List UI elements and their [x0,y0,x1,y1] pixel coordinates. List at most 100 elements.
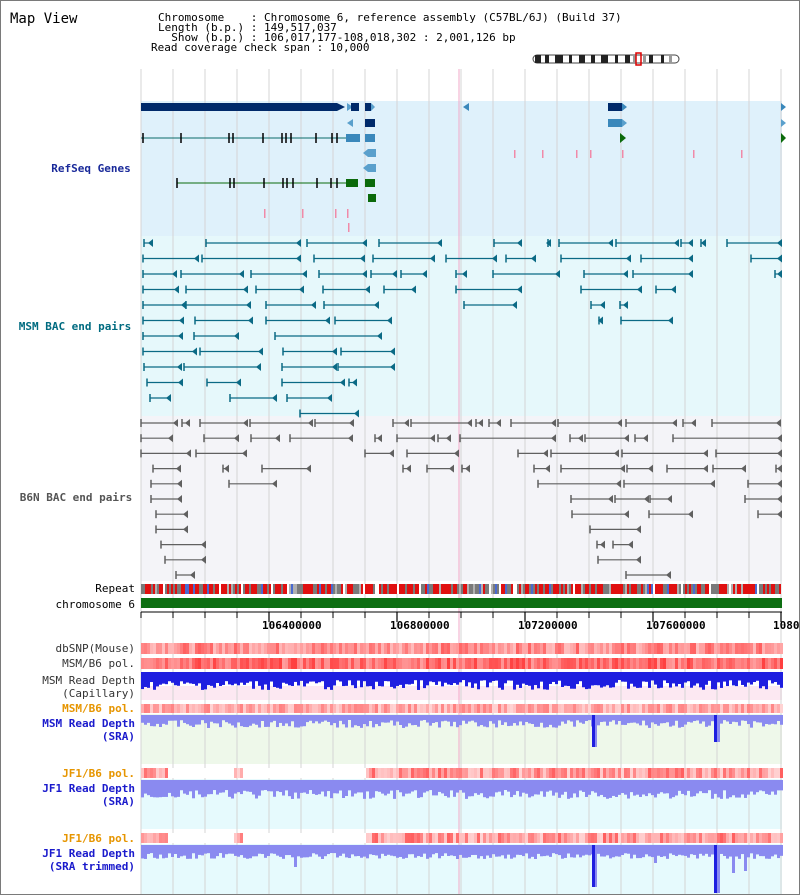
msm-end [148,239,153,247]
depth-bar [648,780,651,794]
polymorphism-cell [747,833,750,843]
depth-bar [753,715,756,722]
b6n-end [168,434,173,443]
polymorphism-cell [243,833,246,843]
repeat-segment [433,584,435,594]
b6n-end [201,540,206,549]
depth-bar [681,672,684,688]
repeat-segment [737,584,739,594]
msm-end [327,394,332,402]
polymorphism-cell [204,768,207,778]
repeat-segment [281,584,283,594]
polymorphism-cell [432,704,435,713]
chromosome-ideogram[interactable] [529,52,685,66]
depth-bar [699,780,702,792]
depth-bar [390,845,393,856]
depth-bar [285,780,288,791]
polymorphism-cell [447,704,450,713]
depth-bar [249,715,252,726]
polymorphism-cell [408,768,411,778]
depth-bar [465,780,468,799]
depth-bar [444,672,447,683]
depth-bar [603,672,606,687]
polymorphism-cell [339,833,342,843]
repeat-segment [165,584,167,594]
repeat-segment [563,584,565,594]
polymorphism-cell [465,704,468,713]
b6n-end [430,434,435,443]
polymorphism-cell [720,643,723,654]
polymorphism-cell [762,643,765,654]
depth-bar [756,715,759,723]
depth-bar [300,845,303,858]
depth-bar [258,672,261,686]
depth-bar [759,780,762,791]
polymorphism-cell [456,833,459,843]
depth-bar [684,780,687,796]
depth-bar [513,845,516,858]
polymorphism-cell [615,643,618,654]
depth-bar [495,845,498,857]
polymorphism-cell [411,833,414,843]
polymorphism-cell [285,768,288,778]
repeat-segment [237,584,239,594]
polymorphism-cell [582,704,585,713]
depth-bar [207,780,210,795]
polymorphism-cell [429,658,432,669]
depth-bar [387,672,390,682]
depth-bar [306,780,309,794]
repeat-segment [759,584,761,594]
depth-bar [363,845,366,857]
depth-bar [231,845,234,854]
depth-bar [318,715,321,724]
gene-arrow [622,119,627,127]
depth-bar [294,845,297,867]
depth-bar [447,672,450,685]
depth-bar [222,845,225,858]
polymorphism-cell [567,704,570,713]
depth-bar [306,715,309,723]
depth-bar [411,715,414,726]
polymorphism-cell [774,643,777,654]
repeat-segment [231,584,233,594]
polymorphism-cell [549,643,552,654]
depth-bar [603,715,606,722]
repeat-segment [377,584,379,594]
polymorphism-cell [708,833,711,843]
repeat-segment [193,584,195,594]
polymorphism-cell [246,658,249,669]
polymorphism-cell [369,833,372,843]
polymorphism-cell [759,833,762,843]
b6n-end [624,434,629,443]
repeat-segment [701,584,703,594]
polymorphism-cell [498,833,501,843]
polymorphism-cell [753,768,756,778]
b6n-bac-label: B6N BAC end pairs [19,491,133,504]
polymorphism-cell [360,833,363,843]
repeat-segment [359,584,361,594]
polymorphism-cell [354,704,357,713]
polymorphism-cell [618,658,621,669]
polymorphism-cell [438,704,441,713]
polymorphism-cell [405,643,408,654]
repeat-segment [775,584,777,594]
depth-bar [228,845,231,854]
polymorphism-cell [777,658,780,669]
repeat-segment [449,584,451,594]
repeat-segment [311,584,313,594]
depth-bar [474,845,477,855]
depth-bar [354,780,357,794]
depth-bar [735,845,738,857]
polymorphism-cell [441,768,444,778]
polymorphism-cell [189,704,192,713]
depth-bar [678,715,681,728]
polymorphism-cell [477,643,480,654]
polymorphism-cell [780,643,783,654]
polymorphism-cell [153,768,156,778]
ruler-tick-label: 106800000 [390,619,450,632]
repeat-segment [763,584,765,594]
repeat-segment [601,584,603,594]
depth-bar [504,780,507,791]
depth-bar [690,780,693,797]
